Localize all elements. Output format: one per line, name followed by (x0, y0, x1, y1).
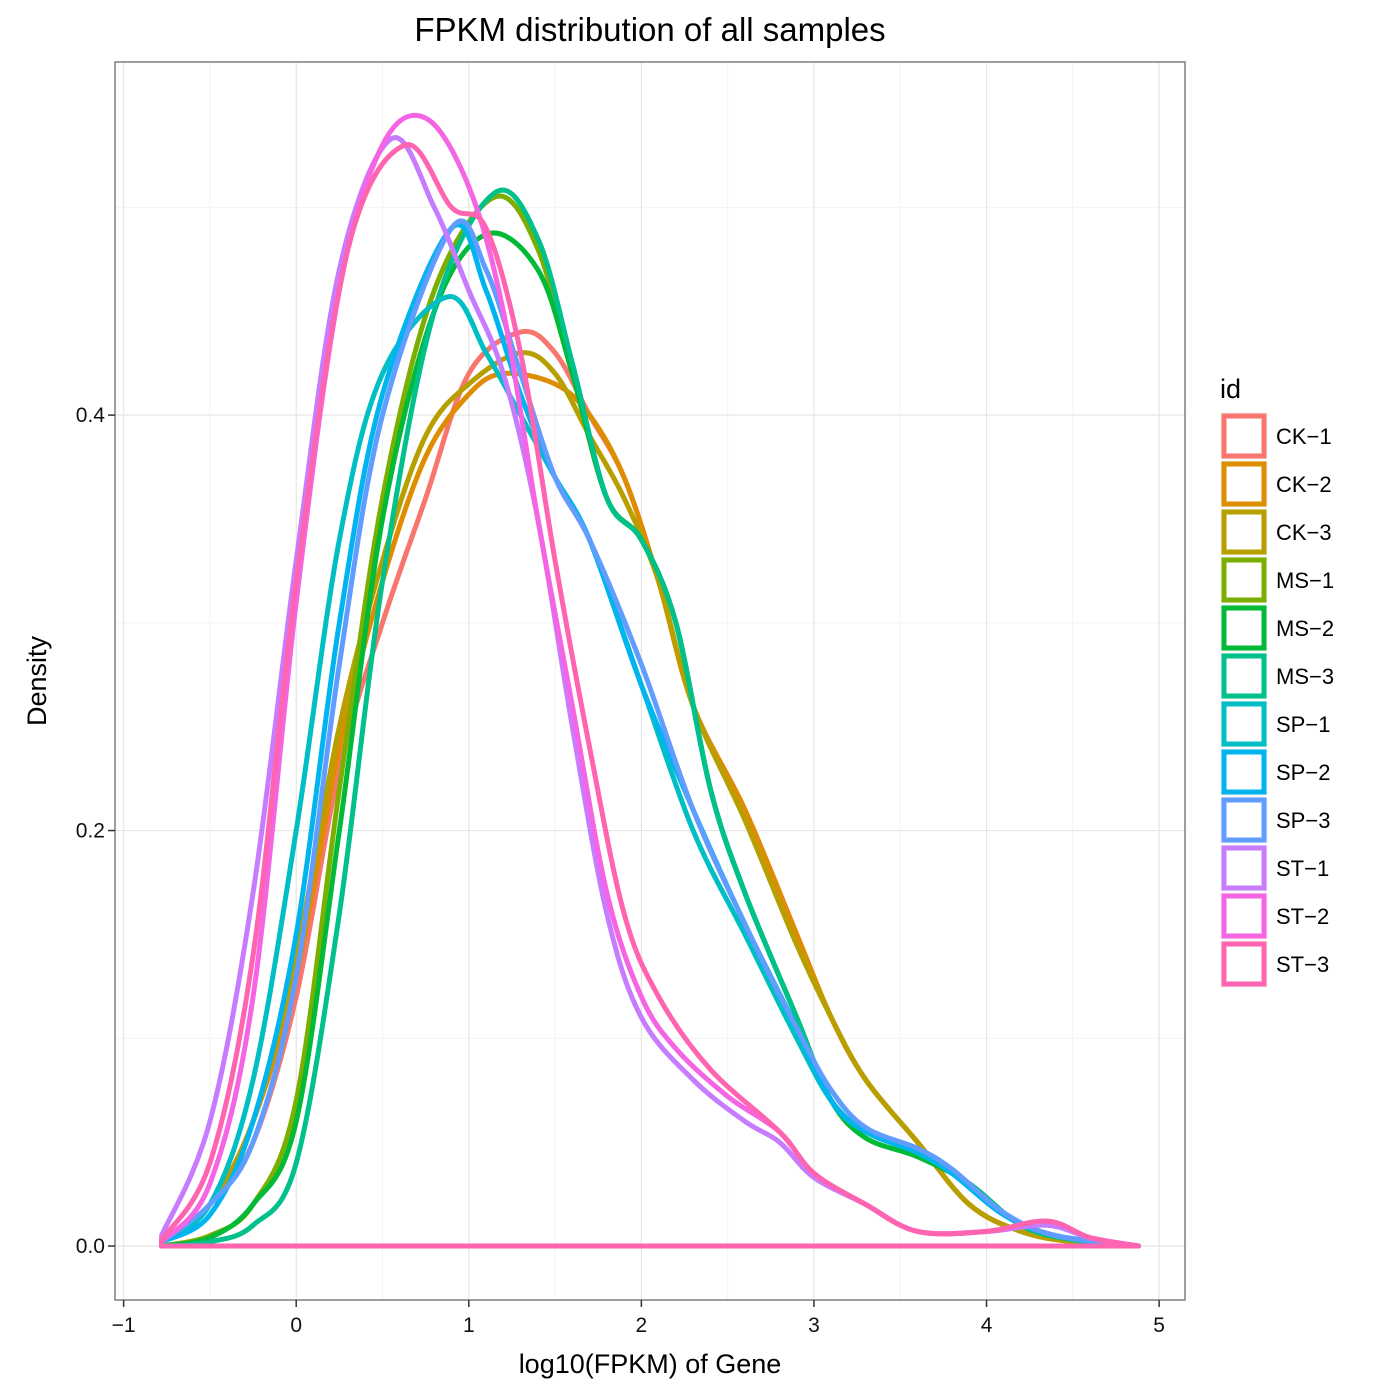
legend-key-swatch (1221, 509, 1267, 555)
density-curves (159, 112, 1141, 1249)
legend-label: MS−2 (1276, 616, 1334, 641)
y-axis: 0.0 0.2 0.4 (76, 404, 115, 1258)
x-axis-label: log10(FPKM) of Gene (519, 1349, 782, 1379)
x-tick-label: 1 (463, 1314, 475, 1337)
legend-title: id (1220, 374, 1241, 404)
legend-label: CK−1 (1276, 424, 1332, 449)
chart-title: FPKM distribution of all samples (414, 11, 885, 48)
legend-key-swatch (1221, 557, 1267, 603)
legend-key-swatch (1221, 845, 1267, 891)
legend-label: MS−1 (1276, 568, 1334, 593)
legend-item: MS−1 (1219, 555, 1334, 605)
legend-label: SP−1 (1276, 712, 1330, 737)
legend-item: SP−3 (1219, 795, 1330, 845)
x-tick-label: 2 (636, 1314, 648, 1337)
legend-key-swatch (1221, 701, 1267, 747)
legend-label: ST−3 (1276, 952, 1329, 977)
legend-key-swatch (1221, 941, 1267, 987)
legend-item: SP−1 (1219, 699, 1330, 749)
y-tick-label: 0.4 (76, 404, 106, 427)
legend-item: ST−1 (1219, 843, 1329, 893)
legend-label: SP−3 (1276, 808, 1330, 833)
legend-item: CK−2 (1219, 459, 1332, 509)
legend-item: CK−3 (1219, 507, 1332, 557)
x-tick-label: 4 (981, 1314, 993, 1337)
legend-item: SP−2 (1219, 747, 1330, 797)
legend-label: CK−3 (1276, 520, 1332, 545)
legend-label: CK−2 (1276, 472, 1332, 497)
legend-key-swatch (1221, 893, 1267, 939)
panel-border (114, 61, 1186, 1301)
density-curve-sp3 (159, 218, 1141, 1249)
legend-label: ST−1 (1276, 856, 1329, 881)
legend-item: MS−3 (1219, 651, 1334, 701)
y-tick-label: 0.0 (76, 1235, 105, 1258)
legend-key-swatch (1221, 605, 1267, 651)
x-tick-label: 0 (290, 1314, 302, 1337)
y-tick-label: 0.2 (76, 820, 105, 843)
legend: id CK−1 CK−2 CK−3 MS−1 MS−2 MS−3 SP−1 SP−2 SP−3 S… (1219, 374, 1334, 989)
legend-key-swatch (1221, 749, 1267, 795)
legend-item: MS−2 (1219, 603, 1334, 653)
legend-label: MS−3 (1276, 664, 1334, 689)
legend-label: SP−2 (1276, 760, 1330, 785)
legend-key-swatch (1221, 461, 1267, 507)
legend-key-swatch (1221, 413, 1267, 459)
legend-key-swatch (1221, 797, 1267, 843)
legend-item: ST−2 (1219, 891, 1329, 941)
density-curve-st3 (159, 142, 1141, 1249)
x-axis: −1 0 1 2 3 4 5 (112, 1300, 1165, 1337)
x-tick-label: 5 (1153, 1314, 1165, 1337)
legend-item: ST−3 (1219, 939, 1329, 989)
legend-key-swatch (1221, 653, 1267, 699)
y-axis-label: Density (22, 635, 52, 726)
x-tick-label: 3 (808, 1314, 820, 1337)
legend-item: CK−1 (1219, 411, 1332, 461)
legend-label: ST−2 (1276, 904, 1329, 929)
x-tick-label: −1 (112, 1314, 136, 1337)
